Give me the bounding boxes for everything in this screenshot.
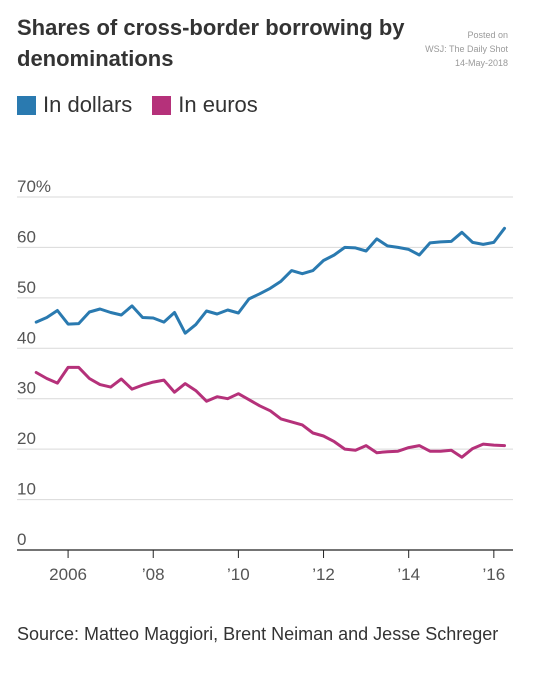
- legend-label-dollars: In dollars: [43, 92, 133, 117]
- posted-line-3: 14-May-2018: [454, 58, 508, 68]
- y-tick-label-10: 10: [17, 480, 36, 499]
- y-tick-label-0: 0: [17, 530, 26, 549]
- legend-label-euros: In euros: [178, 92, 258, 117]
- y-tick-label-40: 40: [17, 328, 36, 347]
- x-tick-label-2010: ’10: [227, 565, 250, 584]
- legend-swatch-dollars: [17, 95, 36, 115]
- grid-lines: [17, 196, 513, 501]
- y-tick-label-70: 70%: [17, 177, 51, 196]
- series-lines: [34, 226, 506, 459]
- posted-line-2: WSJ: The Daily Shot: [425, 44, 508, 54]
- y-tick-label-50: 50: [17, 278, 36, 297]
- x-tick-label-2016: ’16: [482, 565, 505, 584]
- source-note: Source: Matteo Maggiori, Brent Neiman an…: [17, 624, 499, 644]
- series-line-euros: [34, 365, 506, 459]
- x-tick-label-2014: ’14: [397, 565, 420, 584]
- series-line-dollars: [34, 226, 506, 335]
- x-tick-label-2012: ’12: [312, 565, 335, 584]
- x-axis: 2006 ’08 ’10 ’12 ’14 ’16: [17, 549, 513, 584]
- chart-title: Shares of cross-border borrowing by deno…: [17, 15, 405, 71]
- posted-line-1: Posted on: [467, 30, 508, 40]
- x-tick-label-2008: ’08: [142, 565, 165, 584]
- chart-legend: In dollars In euros: [17, 92, 278, 118]
- legend-item-euros: In euros: [152, 92, 258, 118]
- legend-item-dollars: In dollars: [17, 92, 132, 118]
- posted-note: Posted on WSJ: The Daily Shot 14-May-201…: [425, 28, 508, 70]
- y-tick-label-60: 60: [17, 227, 36, 246]
- y-tick-label-20: 20: [17, 429, 36, 448]
- y-tick-label-30: 30: [17, 379, 36, 398]
- y-axis-labels: 0 10 20 30 40 50 60 70%: [17, 177, 51, 549]
- legend-swatch-euros: [152, 95, 172, 115]
- x-tick-label-2006: 2006: [49, 565, 87, 584]
